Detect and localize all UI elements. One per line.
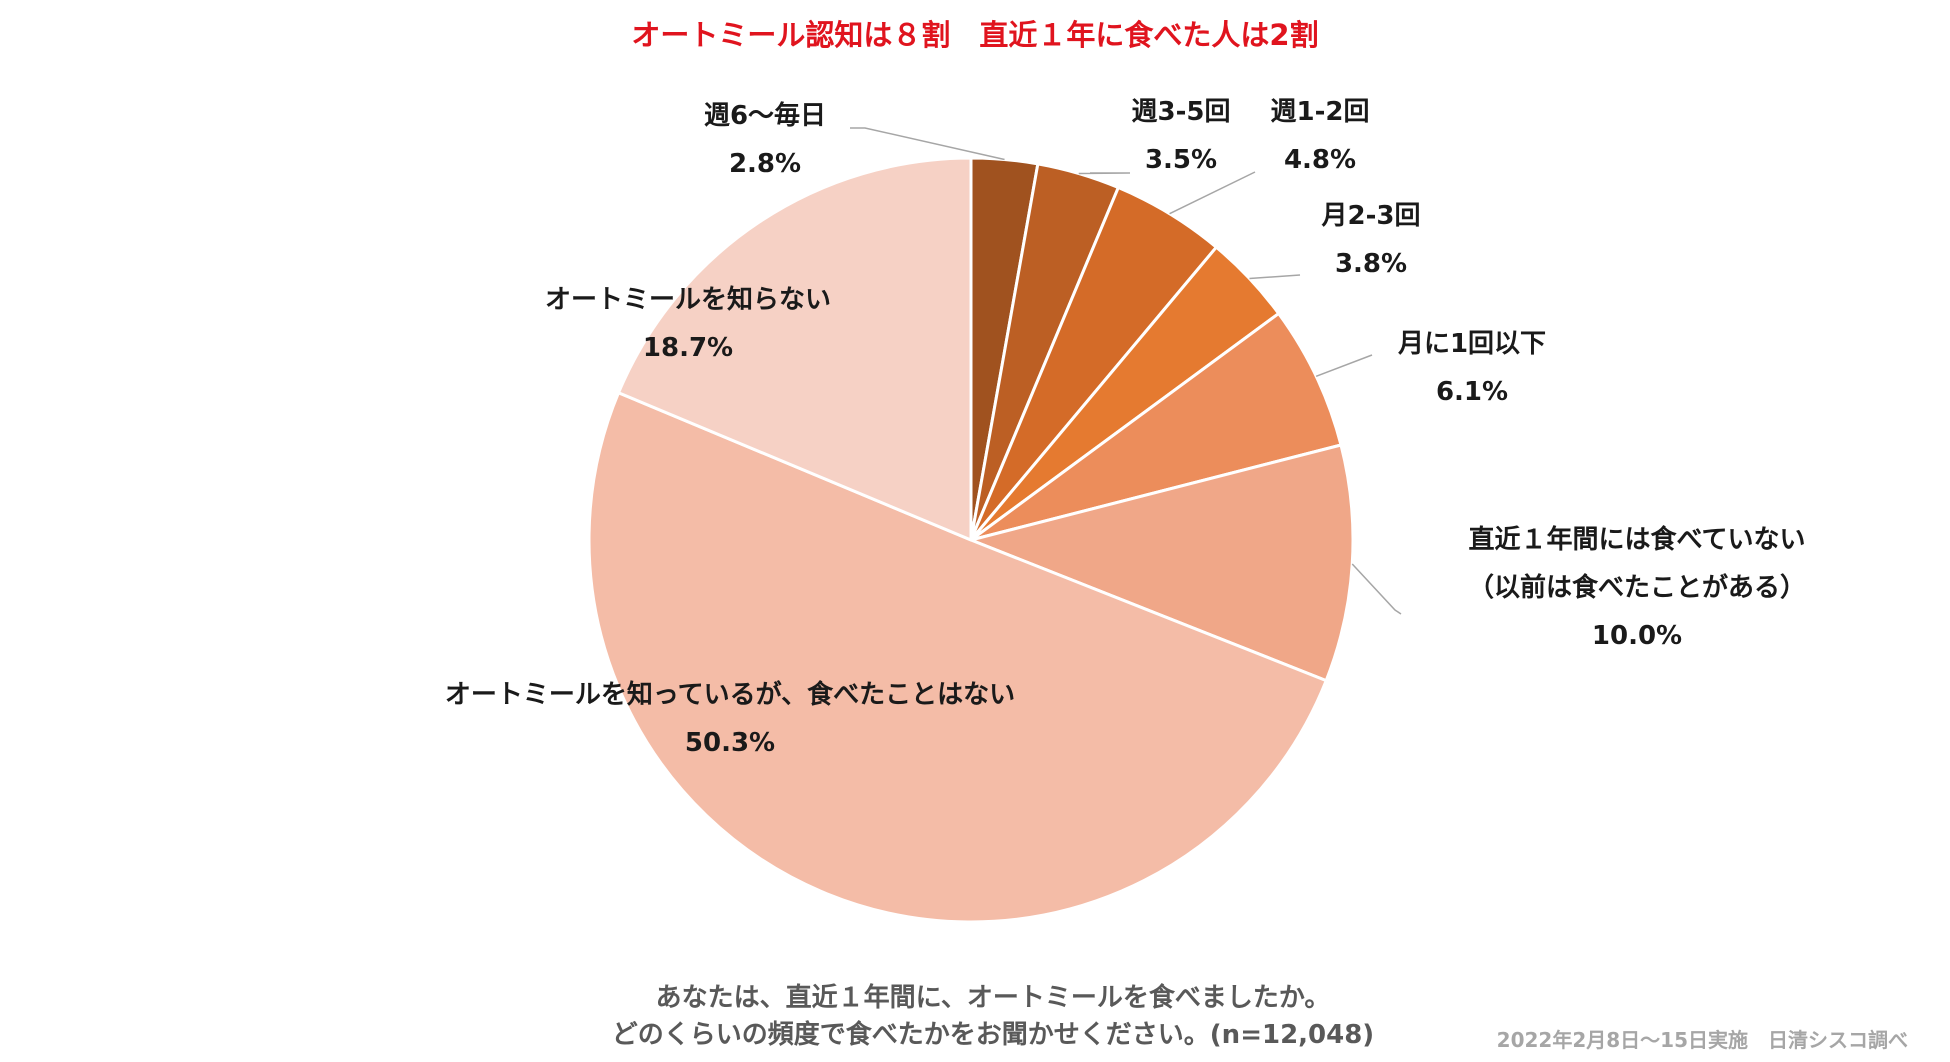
slice-value-text: 2.8% <box>728 149 802 179</box>
question-line-2: どのくらいの頻度で食べたかをお聞かせください。(n=12,048) <box>611 1020 1375 1050</box>
slice-label-text: 月2-3回 <box>1321 201 1421 231</box>
slice-label-text: 週6～毎日 <box>703 101 827 131</box>
chart-title: オートミール認知は８割 直近１年に食べた人は2割 <box>631 18 1319 52</box>
slice-label-unaware: オートミールを知らない 18.7% <box>545 276 831 372</box>
leader-line <box>1078 172 1131 175</box>
slice-4 <box>969 312 1343 542</box>
slice-label-monthly-2-3: 月2-3回 3.8% <box>1322 192 1421 288</box>
slice-value-text: 18.7% <box>642 333 734 363</box>
slice-label-text: オートミールを知っているが、食べたことはない <box>444 680 1016 710</box>
slice-label-weekly-6-daily: 週6～毎日 2.8% <box>704 92 826 188</box>
source-note: 2022年2月8日～15日実施 日清シスコ調べ <box>1496 1028 1908 1052</box>
slice-5 <box>969 443 1355 683</box>
slice-value-text: 50.3% <box>684 728 776 758</box>
slice-value-text: 6.1% <box>1435 377 1509 407</box>
slice-6 <box>587 391 1328 924</box>
slice-label-weekly-1-2: 週1-2回 4.8% <box>1271 88 1370 184</box>
slice-7 <box>617 156 973 542</box>
slice-value-text: 10.0% <box>1591 621 1683 651</box>
slice-label-monthly-once-or-less: 月に1回以下 6.1% <box>1398 320 1546 416</box>
leader-line <box>850 127 1005 161</box>
survey-question: あなたは、直近１年間に、オートミールを食べましたか。 どのくらいの頻度で食べたか… <box>598 980 1388 1054</box>
leader-line <box>1315 354 1373 377</box>
slice-label-text: 直近１年間には食べていない <box>1468 525 1806 555</box>
question-line-1: あなたは、直近１年間に、オートミールを食べましたか。 <box>655 983 1331 1013</box>
leader-line <box>1351 563 1402 615</box>
leader-line <box>1169 171 1256 215</box>
slice-value-text: 4.8% <box>1283 145 1357 175</box>
slice-label-aware-never-eaten: オートミールを知っているが、食べたことはない 50.3% <box>445 671 1015 767</box>
slice-value-text: 3.8% <box>1334 249 1408 279</box>
slice-label-weekly-3-5: 週3-5回 3.5% <box>1132 88 1231 184</box>
slice-label-text: 月に1回以下 <box>1397 329 1547 359</box>
leader-line <box>1249 274 1301 280</box>
slice-value-text: 3.5% <box>1144 145 1218 175</box>
slice-label-text: 週3-5回 <box>1131 97 1231 127</box>
slice-label-not-in-past-year: 直近１年間には食べていない （以前は食べたことがある） 10.0% <box>1468 516 1806 660</box>
slice-label-subtext: （以前は食べたことがある） <box>1467 573 1807 603</box>
slice-label-text: オートミールを知らない <box>544 285 832 315</box>
slice-label-text: 週1-2回 <box>1270 97 1370 127</box>
